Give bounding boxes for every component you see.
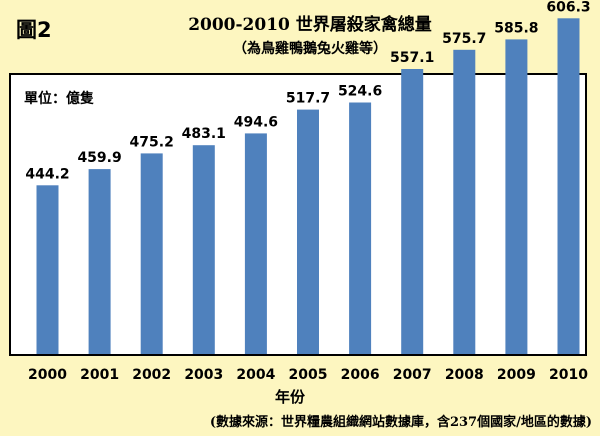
value-label-2006: 524.6 (338, 84, 382, 100)
bar-2010 (557, 18, 580, 355)
value-label-2010: 606.3 (546, 0, 590, 15)
chart-subtitle: （為鳥雞鴨鵝兔火雞等） (233, 41, 387, 57)
x-tick-label-2000: 2000 (28, 367, 67, 383)
value-label-2004: 494.6 (234, 114, 278, 130)
chart-title: 2000-2010 世界屠殺家禽總量 (188, 15, 432, 35)
x-tick-labels-group: 2000 2001 2002 2003 2004 2005 2006 2007 2008 2009… (28, 367, 588, 383)
bar-2009 (505, 39, 528, 355)
bar-2007 (401, 69, 424, 354)
value-label-2009: 585.8 (494, 20, 538, 36)
x-tick-label-2008: 2008 (445, 367, 484, 383)
x-tick-label-2004: 2004 (236, 367, 275, 383)
value-label-2001: 459.9 (77, 150, 121, 166)
x-tick-label-2003: 2003 (184, 367, 223, 383)
x-tick-label-2005: 2005 (289, 367, 328, 383)
x-axis-title: 年份 (274, 388, 305, 406)
bar-2004 (244, 133, 267, 354)
bar-2000 (36, 185, 59, 354)
bar-2001 (88, 169, 111, 354)
x-tick-label-2007: 2007 (393, 367, 432, 383)
unit-label: 單位：億隻 (24, 91, 94, 107)
value-labels-group: 444.2 459.9 475.2 483.1 494.6 517.7 524.6 557.1… (25, 0, 590, 182)
x-tick-label-2002: 2002 (132, 367, 171, 383)
x-tick-label-2009: 2009 (497, 367, 536, 383)
value-label-2007: 557.1 (390, 50, 434, 66)
value-label-2000: 444.2 (25, 166, 69, 182)
value-label-2002: 475.2 (130, 134, 174, 150)
value-label-2003: 483.1 (182, 126, 226, 142)
x-tick-label-2006: 2006 (341, 367, 380, 383)
x-tick-label-2001: 2001 (80, 367, 119, 383)
x-tick-label-2010: 2010 (549, 367, 588, 383)
bar-2002 (140, 153, 163, 354)
bar-2006 (349, 102, 372, 354)
bar-2003 (192, 145, 215, 354)
bar-2005 (297, 109, 319, 354)
value-label-2005: 517.7 (286, 91, 330, 107)
source-note: (數據來源：世界糧農組織網站數據庫，含237個國家/地區的數據) (209, 415, 592, 430)
bar-2008 (453, 49, 476, 355)
figure-label: 圖2 (16, 18, 52, 42)
value-label-2008: 575.7 (442, 31, 486, 47)
bars-group (36, 18, 580, 355)
